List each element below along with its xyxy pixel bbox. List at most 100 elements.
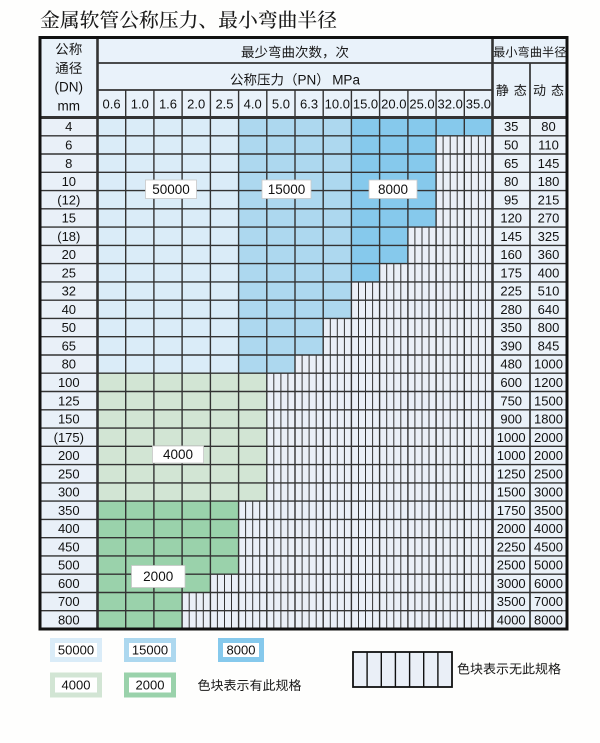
svg-text:80: 80 — [62, 357, 76, 372]
svg-text:PN: PN — [298, 73, 317, 88]
svg-text:10.0: 10.0 — [325, 97, 350, 112]
svg-text:1.0: 1.0 — [131, 97, 149, 112]
svg-text:1800: 1800 — [534, 412, 563, 427]
svg-text:1.6: 1.6 — [159, 97, 177, 112]
svg-text:8000: 8000 — [378, 182, 408, 197]
svg-text:390: 390 — [500, 338, 522, 353]
svg-text:15000: 15000 — [132, 643, 168, 658]
svg-text:1000: 1000 — [534, 357, 563, 372]
svg-text:1500: 1500 — [534, 393, 563, 408]
svg-text:4000: 4000 — [534, 521, 563, 536]
svg-text:150: 150 — [58, 412, 80, 427]
svg-text:300: 300 — [58, 485, 80, 500]
svg-text:400: 400 — [538, 265, 560, 280]
svg-text:270: 270 — [538, 211, 560, 226]
svg-text:125: 125 — [58, 393, 80, 408]
svg-text:50000: 50000 — [58, 643, 94, 658]
svg-text:50: 50 — [504, 138, 518, 153]
svg-text:95: 95 — [504, 192, 518, 207]
svg-text:2000: 2000 — [143, 569, 173, 584]
svg-text:1200: 1200 — [534, 375, 563, 390]
svg-text:360: 360 — [538, 247, 560, 262]
svg-text:25: 25 — [62, 265, 76, 280]
svg-text:5.0: 5.0 — [272, 97, 290, 112]
svg-text:2000: 2000 — [136, 678, 165, 693]
svg-text:800: 800 — [538, 320, 560, 335]
svg-text:480: 480 — [500, 357, 522, 372]
svg-text:1000: 1000 — [497, 448, 526, 463]
svg-text:4000: 4000 — [497, 613, 526, 628]
svg-text:80: 80 — [504, 174, 518, 189]
svg-text:1750: 1750 — [497, 503, 526, 518]
svg-text:4.0: 4.0 — [244, 97, 262, 112]
svg-text:800: 800 — [58, 613, 80, 628]
svg-text:200: 200 — [58, 448, 80, 463]
svg-text:120: 120 — [500, 211, 522, 226]
svg-text:6: 6 — [65, 138, 72, 153]
svg-text:32.0: 32.0 — [438, 97, 463, 112]
svg-text:600: 600 — [58, 576, 80, 591]
svg-text:225: 225 — [500, 284, 522, 299]
svg-text:32: 32 — [62, 284, 76, 299]
svg-text:145: 145 — [538, 156, 560, 171]
svg-text:3500: 3500 — [534, 503, 563, 518]
svg-text:2500: 2500 — [534, 466, 563, 481]
svg-text:325: 325 — [538, 229, 560, 244]
svg-text:750: 750 — [500, 393, 522, 408]
svg-text:145: 145 — [500, 229, 522, 244]
svg-text:1500: 1500 — [497, 485, 526, 500]
svg-text:40: 40 — [62, 302, 76, 317]
svg-text:2250: 2250 — [497, 539, 526, 554]
svg-text:4: 4 — [65, 119, 72, 134]
svg-text:160: 160 — [500, 247, 522, 262]
svg-text:280: 280 — [500, 302, 522, 317]
svg-text:(DN): (DN) — [55, 80, 84, 95]
svg-text:2000: 2000 — [497, 521, 526, 536]
svg-text:8000: 8000 — [534, 613, 563, 628]
svg-text:35: 35 — [504, 119, 518, 134]
svg-text:500: 500 — [58, 558, 80, 573]
svg-text:2000: 2000 — [534, 430, 563, 445]
svg-text:65: 65 — [62, 338, 76, 353]
svg-text:0.6: 0.6 — [103, 97, 121, 112]
svg-text:3000: 3000 — [497, 576, 526, 591]
svg-text:600: 600 — [500, 375, 522, 390]
svg-text:MPa: MPa — [332, 73, 360, 88]
svg-text:845: 845 — [538, 338, 560, 353]
svg-text:4000: 4000 — [163, 447, 193, 462]
svg-text:7000: 7000 — [534, 594, 563, 609]
svg-text:25.0: 25.0 — [409, 97, 434, 112]
svg-text:20: 20 — [62, 247, 76, 262]
svg-text:1000: 1000 — [497, 430, 526, 445]
svg-text:50000: 50000 — [152, 182, 190, 197]
svg-text:3500: 3500 — [497, 594, 526, 609]
svg-text:10: 10 — [62, 174, 76, 189]
svg-text:510: 510 — [538, 284, 560, 299]
svg-text:50: 50 — [62, 320, 76, 335]
svg-text:65: 65 — [504, 156, 518, 171]
svg-text:640: 640 — [538, 302, 560, 317]
svg-text:6.3: 6.3 — [300, 97, 318, 112]
svg-text:2500: 2500 — [497, 558, 526, 573]
svg-text:35.0: 35.0 — [466, 97, 491, 112]
svg-text:(12): (12) — [57, 192, 80, 207]
svg-text:2.5: 2.5 — [215, 97, 233, 112]
svg-text:215: 215 — [538, 192, 560, 207]
svg-text:110: 110 — [538, 138, 559, 153]
svg-text:8: 8 — [65, 156, 72, 171]
svg-text:250: 250 — [58, 466, 80, 481]
svg-text:80: 80 — [541, 119, 555, 134]
svg-text:mm: mm — [58, 99, 81, 114]
svg-text:20.0: 20.0 — [381, 97, 406, 112]
svg-text:15.0: 15.0 — [353, 97, 378, 112]
svg-text:400: 400 — [58, 521, 80, 536]
svg-text:4500: 4500 — [534, 539, 563, 554]
svg-text:8000: 8000 — [227, 643, 256, 658]
svg-text:2.0: 2.0 — [187, 97, 205, 112]
svg-text:4000: 4000 — [62, 678, 91, 693]
svg-text:700: 700 — [58, 594, 80, 609]
svg-text:(175): (175) — [54, 430, 84, 445]
svg-text:15000: 15000 — [268, 182, 306, 197]
svg-text:3000: 3000 — [534, 485, 563, 500]
svg-text:5000: 5000 — [534, 558, 563, 573]
